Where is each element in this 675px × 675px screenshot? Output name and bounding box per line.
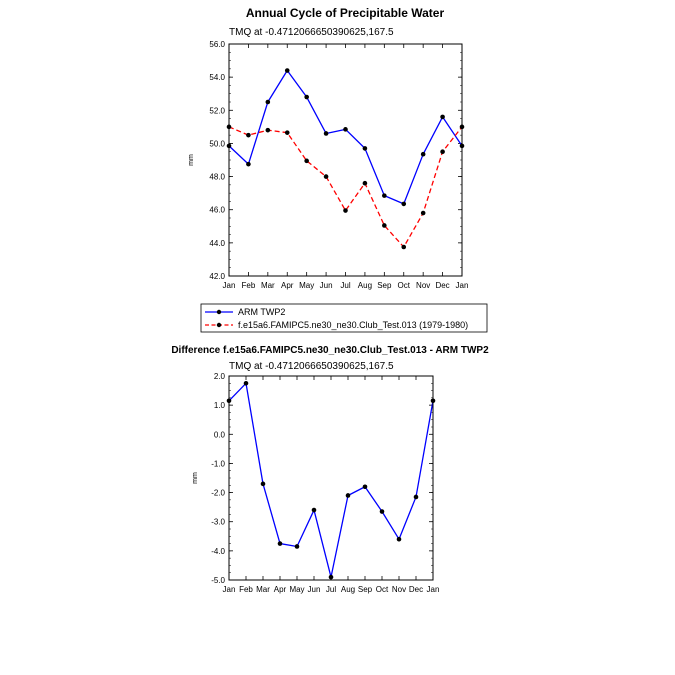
chart2-ylabel: mm bbox=[192, 472, 199, 484]
chart1-subtitle: TMQ at -0.4712066650390625,167.5 bbox=[229, 27, 394, 38]
data-point bbox=[413, 494, 419, 500]
x-tick-label: Feb bbox=[242, 281, 256, 290]
x-tick-label: Apr bbox=[274, 585, 287, 594]
x-tick-label: May bbox=[289, 585, 304, 594]
data-point bbox=[243, 380, 249, 386]
y-tick-label: -2.0 bbox=[211, 489, 225, 498]
data-point bbox=[396, 536, 402, 542]
x-tick-label: Sep bbox=[377, 281, 392, 290]
x-tick-label: Jan bbox=[456, 281, 469, 290]
x-tick-label: Feb bbox=[239, 585, 253, 594]
data-point bbox=[343, 127, 348, 132]
y-tick-label: -1.0 bbox=[211, 459, 225, 468]
chart1-title: Annual Cycle of Precipitable Water bbox=[246, 6, 445, 20]
x-tick-label: Jul bbox=[340, 281, 350, 290]
y-tick-label: 48.0 bbox=[209, 173, 225, 182]
y-tick-label: -4.0 bbox=[211, 547, 225, 556]
data-point bbox=[440, 149, 445, 155]
data-point bbox=[246, 132, 251, 138]
x-tick-label: Jan bbox=[223, 585, 236, 594]
chart2-series bbox=[226, 380, 436, 580]
chart1-legend: ARM TWP2 f.e15a6.FAMIPC5.ne30_ne30.Club_… bbox=[200, 303, 488, 333]
annual-cycle-chart: Annual Cycle of Precipitable Water TMQ a… bbox=[188, 6, 468, 290]
x-tick-label: Mar bbox=[256, 585, 270, 594]
data-point bbox=[277, 541, 283, 546]
y-tick-label: 50.0 bbox=[209, 139, 225, 148]
y-tick-label: 42.0 bbox=[209, 272, 225, 281]
data-point bbox=[420, 210, 426, 216]
data-point bbox=[323, 131, 329, 136]
data-point bbox=[382, 223, 387, 228]
legend-marker-model bbox=[216, 322, 222, 328]
chart1-axes: Jan Feb Mar Apr May Jun Jul Aug Sep Oct Nov Dec Jan4… bbox=[209, 40, 468, 290]
y-tick-label: 56.0 bbox=[209, 40, 225, 49]
data-point bbox=[323, 174, 329, 179]
x-tick-label: Apr bbox=[281, 281, 294, 290]
chart1-ylabel: mm bbox=[188, 154, 195, 166]
data-point bbox=[246, 161, 251, 167]
data-point bbox=[401, 201, 407, 207]
y-tick-label: 2.0 bbox=[214, 372, 226, 381]
x-tick-label: Aug bbox=[358, 281, 372, 290]
difference-chart: Difference f.e15a6.FAMIPC5.ne30_ne30.Clu… bbox=[171, 345, 489, 594]
data-point bbox=[328, 574, 334, 580]
x-tick-label: Sep bbox=[358, 585, 373, 594]
x-tick-label: Jan bbox=[427, 585, 440, 594]
chart2-title: Difference f.e15a6.FAMIPC5.ne30_ne30.Clu… bbox=[171, 345, 489, 356]
legend-label-model: f.e15a6.FAMIPC5.ne30_ne30.Club_Test.013 … bbox=[238, 320, 468, 330]
data-point bbox=[294, 544, 300, 549]
y-tick-label: 44.0 bbox=[209, 239, 225, 248]
data-point bbox=[420, 151, 426, 157]
y-tick-label: 46.0 bbox=[209, 206, 225, 215]
data-point bbox=[362, 180, 368, 186]
legend-marker-arm bbox=[216, 309, 222, 315]
data-point bbox=[382, 193, 387, 198]
x-tick-label: Oct bbox=[376, 585, 389, 594]
x-tick-label: Dec bbox=[409, 585, 423, 594]
x-tick-label: Nov bbox=[392, 585, 406, 594]
data-point bbox=[260, 481, 266, 487]
data-point bbox=[304, 158, 309, 164]
x-tick-label: Jan bbox=[223, 281, 236, 290]
data-point bbox=[265, 99, 271, 105]
data-point bbox=[284, 130, 290, 135]
y-tick-label: 1.0 bbox=[214, 401, 226, 410]
data-point bbox=[345, 493, 351, 498]
legend-label-arm: ARM TWP2 bbox=[238, 307, 285, 317]
y-tick-label: -5.0 bbox=[211, 576, 225, 585]
x-tick-label: Aug bbox=[341, 585, 355, 594]
data-point bbox=[362, 484, 368, 490]
x-tick-label: Mar bbox=[261, 281, 275, 290]
x-tick-label: Jul bbox=[326, 585, 336, 594]
y-tick-label: 52.0 bbox=[209, 106, 225, 115]
x-tick-label: Nov bbox=[416, 281, 430, 290]
data-point bbox=[284, 68, 290, 73]
data-point bbox=[343, 208, 348, 213]
chart2-subtitle: TMQ at -0.4712066650390625,167.5 bbox=[229, 361, 394, 372]
x-tick-label: Jun bbox=[320, 281, 333, 290]
data-point bbox=[311, 507, 317, 513]
y-tick-label: 54.0 bbox=[209, 73, 225, 82]
chart1-series bbox=[226, 68, 465, 250]
x-tick-label: May bbox=[299, 281, 314, 290]
legend-box bbox=[200, 303, 488, 333]
data-point bbox=[362, 146, 368, 151]
data-point bbox=[265, 127, 271, 133]
data-point bbox=[401, 244, 407, 250]
y-tick-label: 0.0 bbox=[214, 430, 226, 439]
data-point bbox=[379, 509, 385, 514]
x-tick-label: Oct bbox=[398, 281, 411, 290]
x-tick-label: Jun bbox=[308, 585, 321, 594]
data-point bbox=[304, 94, 309, 100]
chart2-frame bbox=[228, 375, 434, 581]
chart1-frame bbox=[228, 43, 463, 277]
y-tick-label: -3.0 bbox=[211, 518, 225, 527]
data-point bbox=[440, 114, 445, 120]
x-tick-label: Dec bbox=[435, 281, 449, 290]
chart2-axes: Jan Feb Mar Apr May Jun Jul Aug Sep Oct Nov Dec Jan-… bbox=[211, 372, 439, 594]
